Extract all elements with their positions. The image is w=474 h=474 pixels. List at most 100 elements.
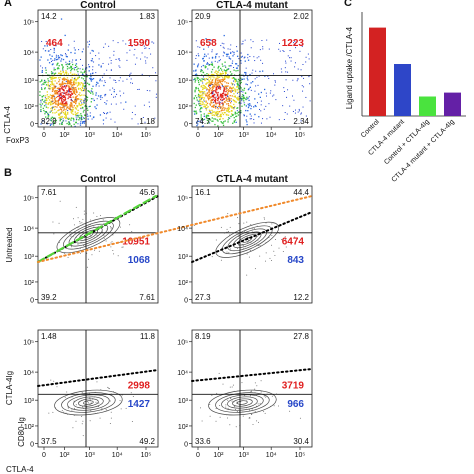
contour-line xyxy=(232,231,262,249)
event-dot xyxy=(230,91,232,93)
event-dot xyxy=(200,110,202,113)
event-dot xyxy=(52,112,54,114)
event-dot xyxy=(80,100,82,102)
event-dot xyxy=(255,405,257,407)
event-dot xyxy=(61,110,63,112)
event-dot xyxy=(66,93,68,95)
event-dot xyxy=(44,113,46,115)
event-dot xyxy=(296,80,298,82)
event-dot xyxy=(235,63,237,65)
event-dot xyxy=(201,101,203,103)
contour-line xyxy=(227,396,258,409)
event-dot xyxy=(229,52,232,54)
event-dot xyxy=(82,414,84,416)
event-dot xyxy=(60,98,62,100)
event-dot xyxy=(222,80,225,82)
event-dot xyxy=(200,114,202,116)
event-dot xyxy=(76,112,78,115)
event-dot xyxy=(226,228,228,230)
event-dot xyxy=(91,91,93,93)
event-dot xyxy=(45,81,47,83)
panel-a-mutant-q-bottom-left: 74.7 xyxy=(195,117,211,126)
event-dot xyxy=(212,98,214,100)
event-dot xyxy=(155,72,157,74)
event-dot xyxy=(120,408,122,410)
event-dot xyxy=(52,95,55,98)
event-dot xyxy=(68,89,70,91)
event-dot xyxy=(240,404,242,406)
event-dot xyxy=(238,85,240,87)
event-dot xyxy=(193,63,195,65)
event-dot xyxy=(248,105,250,107)
event-dot xyxy=(136,57,138,59)
event-dot xyxy=(112,391,114,393)
event-dot xyxy=(228,98,230,101)
event-dot xyxy=(90,73,92,75)
event-dot xyxy=(78,104,80,106)
event-dot xyxy=(53,380,55,382)
event-dot xyxy=(78,76,80,78)
event-dot xyxy=(305,56,307,58)
event-dot xyxy=(242,55,244,57)
event-dot xyxy=(224,120,226,122)
event-dot xyxy=(60,60,62,62)
event-dot xyxy=(221,76,224,78)
event-dot xyxy=(245,229,247,231)
event-dot xyxy=(90,92,92,94)
event-dot xyxy=(202,82,204,84)
panel-a-control-xtick-label: 10³ xyxy=(85,132,96,139)
event-dot xyxy=(305,61,307,63)
event-dot xyxy=(260,110,262,112)
event-dot xyxy=(229,65,231,67)
event-dot xyxy=(67,118,70,120)
event-dot xyxy=(194,91,196,93)
event-dot xyxy=(69,81,71,84)
event-dot xyxy=(70,109,72,111)
event-dot xyxy=(75,81,77,84)
event-dot xyxy=(230,248,232,250)
event-dot xyxy=(243,102,245,104)
event-dot xyxy=(132,396,134,398)
event-dot xyxy=(49,76,51,78)
event-dot xyxy=(215,239,217,241)
event-dot xyxy=(102,76,104,78)
event-dot xyxy=(52,72,54,74)
event-dot xyxy=(129,73,131,75)
event-dot xyxy=(62,120,64,122)
event-dot xyxy=(214,82,216,84)
event-dot xyxy=(230,74,232,76)
event-dot xyxy=(217,76,219,78)
panel-c-category-label: Control + CTLA-4Ig xyxy=(383,118,431,166)
event-dot xyxy=(242,411,244,413)
event-dot xyxy=(113,90,115,93)
event-dot xyxy=(213,66,215,68)
event-dot xyxy=(197,46,199,48)
event-dot xyxy=(211,51,213,53)
event-dot xyxy=(233,103,235,106)
event-dot xyxy=(201,120,203,122)
event-dot xyxy=(73,118,75,120)
event-dot xyxy=(83,90,85,92)
event-dot xyxy=(203,115,205,117)
event-dot xyxy=(65,103,68,106)
event-dot xyxy=(77,123,79,125)
event-dot xyxy=(47,116,49,118)
event-dot xyxy=(242,91,244,93)
event-dot xyxy=(82,121,84,123)
event-dot xyxy=(256,76,258,78)
event-dot xyxy=(53,73,55,75)
event-dot xyxy=(240,81,242,84)
event-dot xyxy=(208,84,210,86)
event-dot xyxy=(214,60,216,62)
event-dot xyxy=(214,100,216,102)
event-dot xyxy=(70,70,72,72)
event-dot xyxy=(217,98,219,100)
event-dot xyxy=(232,76,235,79)
event-dot xyxy=(49,54,51,56)
event-dot xyxy=(59,200,61,202)
event-dot xyxy=(71,246,73,248)
event-dot xyxy=(73,90,75,92)
event-dot xyxy=(220,69,223,71)
event-dot xyxy=(211,68,214,71)
event-dot xyxy=(47,59,49,61)
